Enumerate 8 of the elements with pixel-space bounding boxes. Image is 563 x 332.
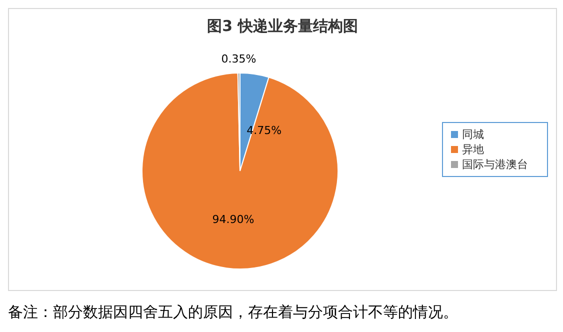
legend-label: 同城 — [462, 128, 484, 141]
pie-slice — [142, 72, 338, 270]
legend-label: 异地 — [462, 143, 484, 156]
text: 备注：部分数据因四舍五入的原因，存在着与分项合计不等的情况。 — [8, 303, 459, 322]
legend-label: 国际与港澳台 — [462, 158, 528, 171]
data-label: 94.90% — [212, 213, 254, 226]
data-label: 0.35% — [221, 52, 256, 66]
chart-title: 图3 快递业务量结构图 — [206, 17, 359, 36]
